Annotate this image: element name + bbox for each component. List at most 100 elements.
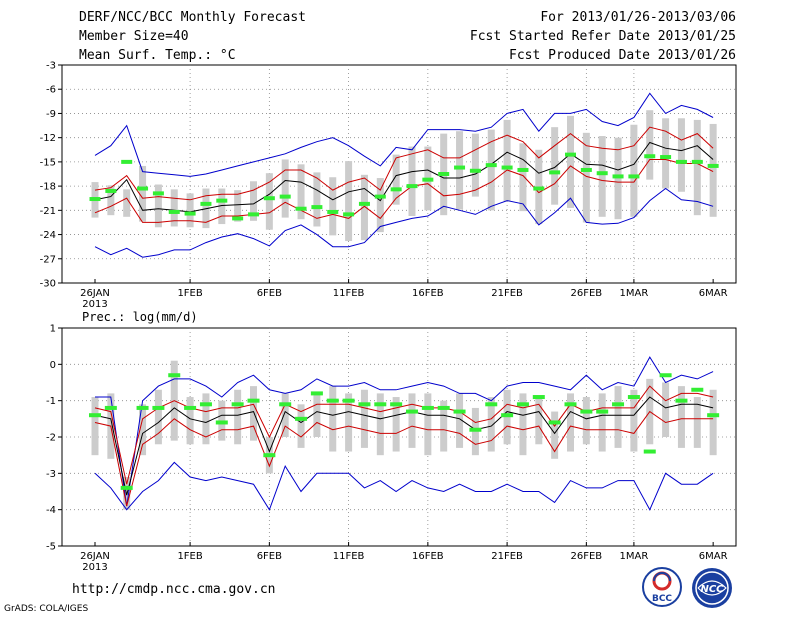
prec-spread-bar bbox=[693, 397, 701, 448]
prec-spread-bar bbox=[91, 397, 99, 456]
temp-obs-marker bbox=[89, 197, 101, 202]
bcc-logo: BCC bbox=[642, 567, 682, 607]
footer-url[interactable]: http://cmdp.ncc.cma.gov.cn bbox=[72, 582, 276, 597]
prec-spread-bar bbox=[139, 404, 147, 456]
temp-obs-marker bbox=[660, 155, 672, 160]
temp-ytick-label: -6 bbox=[46, 85, 56, 96]
temp-obs-marker bbox=[549, 170, 561, 175]
prec-obs-marker bbox=[453, 409, 466, 414]
temp-frame bbox=[61, 64, 737, 284]
temp-obs-marker bbox=[105, 188, 117, 193]
prec-obs-marker bbox=[263, 453, 276, 458]
temp-spread-bar bbox=[662, 118, 670, 189]
temp-obs-marker bbox=[422, 177, 434, 182]
temp-spread-bar bbox=[567, 115, 574, 208]
prec-spread-bar bbox=[535, 397, 543, 445]
temp-spread-bar bbox=[313, 172, 321, 227]
prec-min-line bbox=[94, 461, 714, 511]
temp-obs-marker bbox=[533, 186, 545, 191]
temp-spread-bar bbox=[487, 129, 495, 211]
temp-obs-marker bbox=[454, 165, 466, 170]
prec-xtick-label: 16FEB bbox=[412, 551, 444, 562]
prec-obs-marker bbox=[89, 413, 101, 418]
temp-obs-marker bbox=[580, 167, 592, 172]
temp-obs-marker bbox=[200, 201, 212, 206]
temp-obs-marker bbox=[707, 163, 719, 168]
temp-spread-bar bbox=[234, 190, 242, 222]
temp-xtick-year: 2013 bbox=[82, 299, 107, 310]
temp-xtick-label: 6FEB bbox=[257, 288, 282, 299]
temp-spread-bar bbox=[170, 189, 178, 227]
temp-obs-marker bbox=[406, 184, 418, 189]
temp-obs-marker bbox=[358, 201, 370, 206]
prec-obs-marker bbox=[532, 395, 545, 400]
prec-xtick-label: 1MAR bbox=[620, 551, 649, 562]
prec-obs-marker bbox=[310, 391, 323, 396]
prec-spread-bar bbox=[360, 389, 368, 448]
prec-obs-marker bbox=[485, 402, 498, 407]
temp-ytick-label: -30 bbox=[40, 279, 56, 290]
prec-obs-marker bbox=[627, 395, 640, 400]
prec-obs-marker bbox=[421, 405, 434, 410]
temp-obs-marker bbox=[216, 198, 228, 203]
temp-obs-marker bbox=[675, 159, 687, 164]
temp-spread-bar bbox=[551, 127, 559, 205]
temp-obs-marker bbox=[168, 209, 180, 214]
prec-spread-bar bbox=[376, 393, 384, 456]
temp-spread-bar bbox=[139, 165, 147, 222]
prec-obs-marker bbox=[469, 427, 482, 432]
temp-xtick-label: 21FEB bbox=[491, 288, 523, 299]
member-size: Member Size=40 bbox=[79, 29, 189, 44]
prec-spread-bar bbox=[424, 393, 432, 456]
prec-panel-title: Prec.: log(mm/d) bbox=[82, 310, 198, 324]
prec-ytick-label: -1 bbox=[46, 396, 56, 407]
temp-obs-marker bbox=[121, 159, 133, 164]
prec-spread-bar bbox=[519, 393, 527, 456]
temp-xtick-label: 1FEB bbox=[177, 288, 202, 299]
prec-xtick-label: 26JAN bbox=[80, 551, 110, 562]
temp-spread-bar bbox=[360, 174, 368, 241]
prec-ytick-label: 1 bbox=[50, 324, 56, 335]
temp-obs-marker bbox=[565, 152, 576, 157]
temp-obs-marker bbox=[327, 209, 339, 214]
prec-obs-marker bbox=[643, 449, 656, 454]
prec-obs-marker bbox=[596, 409, 609, 414]
prec-spread-bar bbox=[392, 397, 400, 452]
prec-obs-marker bbox=[406, 409, 418, 414]
temp-ytick-label: -24 bbox=[40, 230, 56, 241]
prec-xtick-label: 1FEB bbox=[177, 551, 202, 562]
prec-ytick-label: -4 bbox=[46, 505, 56, 516]
prec-spread-bar bbox=[677, 386, 685, 448]
prec-obs-marker bbox=[247, 398, 260, 403]
prec-obs-marker bbox=[516, 402, 529, 407]
temp-spread-bar bbox=[186, 193, 194, 228]
ncc-logo-text: NCC bbox=[700, 584, 724, 595]
temp-obs-marker bbox=[485, 163, 497, 168]
prec-spread-bar bbox=[567, 393, 574, 452]
temp-obs-marker bbox=[279, 194, 291, 199]
temp-obs-marker bbox=[612, 174, 624, 179]
prec-obs-marker bbox=[326, 398, 339, 403]
temp-spread-bar bbox=[471, 133, 479, 197]
prec-upper-line bbox=[94, 385, 714, 485]
temp-obs-marker bbox=[469, 168, 481, 173]
temp-spread-bar bbox=[392, 154, 400, 205]
prec-spread-bar bbox=[345, 393, 353, 452]
prec-spread-bar bbox=[551, 411, 559, 459]
forecast-period: For 2013/01/26-2013/03/06 bbox=[540, 10, 736, 25]
temp-obs-marker bbox=[248, 212, 259, 217]
bcc-logo-text: BCC bbox=[652, 594, 672, 604]
prec-mean-line bbox=[94, 396, 714, 496]
temp-spread-bar bbox=[107, 185, 115, 216]
prec-spread-bar bbox=[456, 393, 464, 448]
prec-obs-marker bbox=[691, 387, 704, 392]
temp-spread-bar bbox=[329, 177, 337, 236]
temp-xtick-label: 1MAR bbox=[620, 288, 649, 299]
prec-obs-marker bbox=[437, 405, 450, 410]
temp-ytick-label: -27 bbox=[40, 254, 56, 265]
prec-obs-marker bbox=[295, 416, 308, 421]
temp-spread-bar bbox=[123, 189, 131, 217]
temp-spread-bar bbox=[677, 118, 685, 192]
temp-spread-bar bbox=[154, 184, 162, 228]
